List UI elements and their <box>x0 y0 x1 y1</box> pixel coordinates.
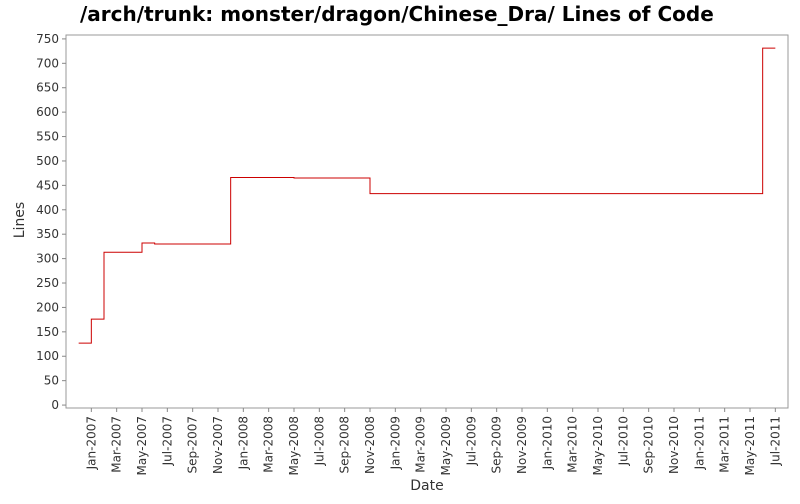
plot-area <box>65 34 789 409</box>
y-tick-label: 300 <box>36 252 59 266</box>
x-tick-label: Jul-2009 <box>464 416 478 466</box>
x-tick-label: Sep-2008 <box>338 416 352 474</box>
y-tick-label: 700 <box>36 56 59 70</box>
x-tick-label: Nov-2009 <box>515 416 529 474</box>
x-tick-label: Jul-2007 <box>160 416 174 466</box>
x-tick-label: Nov-2010 <box>667 416 681 474</box>
x-tick-label: Mar-2010 <box>566 416 580 473</box>
x-tick-label: May-2007 <box>135 416 149 475</box>
y-axis-label: Lines <box>12 202 28 238</box>
x-tick-label: May-2009 <box>439 416 453 475</box>
x-tick-label: Jul-2010 <box>616 416 630 466</box>
y-tick-label: 400 <box>36 203 59 217</box>
x-tick-label: Jan-2008 <box>236 416 250 470</box>
line <box>78 47 776 344</box>
x-tick-label: Jan-2010 <box>540 416 554 470</box>
x-tick-label: May-2008 <box>287 416 301 475</box>
x-tick-label: May-2010 <box>591 416 605 475</box>
x-tick-label: Mar-2007 <box>110 416 124 473</box>
y-tick-label: 150 <box>36 325 59 339</box>
x-tick-label: Mar-2008 <box>262 416 276 473</box>
x-tick-label: Jan-2007 <box>84 416 98 470</box>
x-tick-label: Sep-2007 <box>186 416 200 474</box>
y-tick-label: 750 <box>36 32 59 46</box>
x-tick-label: Jan-2011 <box>692 416 706 470</box>
y-tick-label: 500 <box>36 154 59 168</box>
x-tick-label: Jul-2008 <box>312 416 326 466</box>
x-tick-label: Mar-2011 <box>718 416 732 473</box>
y-tick-label: 200 <box>36 300 59 314</box>
y-tick-label: 0 <box>51 398 59 412</box>
y-tick-label: 650 <box>36 81 59 95</box>
x-axis-label: Date <box>410 478 443 494</box>
x-tick-label: Nov-2008 <box>363 416 377 474</box>
y-tick-label: 350 <box>36 227 59 241</box>
y-tick-label: 250 <box>36 276 59 290</box>
x-tick-label: Mar-2009 <box>414 416 428 473</box>
y-tick-label: 600 <box>36 105 59 119</box>
x-tick-label: Jul-2011 <box>768 416 782 466</box>
chart-title: /arch/trunk: monster/dragon/Chinese_Dra/… <box>80 2 714 26</box>
x-tick-label: Jan-2009 <box>388 416 402 470</box>
y-tick-label: 50 <box>44 374 59 388</box>
y-tick-label: 450 <box>36 178 59 192</box>
x-tick-label: Sep-2010 <box>642 416 656 474</box>
x-tick-label: May-2011 <box>743 416 757 475</box>
x-tick-label: Sep-2009 <box>490 416 504 474</box>
y-tick-label: 100 <box>36 349 59 363</box>
x-tick-label: Nov-2007 <box>211 416 225 474</box>
y-tick-label: 550 <box>36 130 59 144</box>
